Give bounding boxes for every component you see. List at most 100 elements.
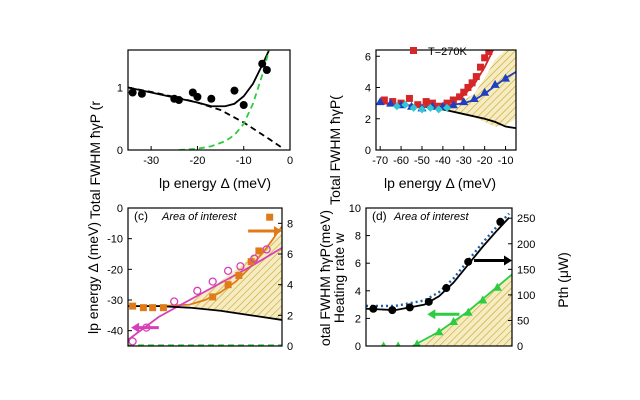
panel-b-xtick-label-3: -40 — [435, 155, 451, 167]
panel-d-ytick-label-0: 0 — [355, 341, 361, 353]
panel-b-series-0-point-0 — [380, 96, 388, 104]
panel-b-legend-marker — [410, 47, 417, 54]
panel-d-ytick-label-4: 8 — [355, 231, 361, 243]
panel-b-series-0-point-16 — [481, 54, 489, 62]
panel-c-marks — [128, 213, 282, 346]
panel-a-ytick-label-0: 0 — [117, 145, 123, 157]
panel-c-annotation: Area of interest — [161, 211, 238, 223]
panel-c-arrow-0-head — [131, 322, 140, 333]
panel-d-series-1-point-6 — [478, 295, 488, 304]
panel-a-series-1-line — [128, 50, 270, 108]
panel-c-plot-area: 0 -10 -20 -30 -40 0 2 4 6 8 — [107, 203, 293, 353]
panel-b-series-2-point-0 — [392, 102, 401, 111]
panel-a-series-0-point-8 — [239, 101, 248, 109]
panel-c-series-1-point-3 — [193, 286, 202, 295]
panel-c-y2tick-label-1: 2 — [287, 310, 293, 322]
panel-a-series-2-line — [128, 86, 282, 148]
panel-b-series-0-point-9 — [449, 96, 457, 104]
panel-a-series-0-point-1 — [137, 89, 146, 98]
panel-d-series-1-point-4 — [449, 316, 459, 325]
panel-d-shaded-region — [417, 274, 512, 346]
panel-b-series-1-point-10 — [480, 87, 490, 96]
panel-c-series-1-point-2 — [170, 297, 179, 306]
panel-b-series-2-point-3 — [417, 105, 426, 114]
panel-a-series-0-point-10 — [262, 66, 271, 74]
panel-b-series-2-point-6 — [443, 103, 452, 112]
panel-c-series-0-point-3 — [159, 304, 167, 312]
panel-c-series-1-point-8 — [262, 245, 271, 254]
panel-a-series-0-point-5 — [193, 92, 202, 101]
panel-b-xtick-label-2: -50 — [414, 155, 430, 167]
panel-c-arrow-1-head — [274, 226, 282, 236]
panel-c-ytick-label-0: 0 — [117, 203, 123, 215]
panel-c-series-0-point-4 — [209, 293, 217, 301]
panel-c-y2tick-label-0: 0 — [287, 341, 293, 353]
panel-c-series-0-point-7 — [247, 258, 255, 266]
panel-b-series-0-point-4 — [414, 101, 422, 109]
panel-c-series-1-point-0 — [128, 337, 137, 346]
panel-d-ylabel: otal FWHM ħγP(meV) — [317, 210, 333, 346]
panel-d-ytick-label-2: 4 — [355, 286, 361, 298]
panel-b: -70 -60 -50 -40 -30 -20 -10 0 2 4 6 Total FWHM ħγP… — [327, 46, 517, 205]
panel-d-series-1-point-1 — [395, 341, 401, 346]
panel-b-xtick-label-6: -10 — [498, 155, 514, 167]
panel-a-ylabel: Total FWHM ħγP (r — [87, 101, 103, 219]
panel-d-ytick-label-5: 10 — [349, 203, 361, 215]
panel-d-y2tick-label-0: 0 — [517, 341, 523, 353]
panel-d-ytick-label-3: 6 — [355, 258, 361, 270]
panel-b-series-2-point-1 — [401, 100, 410, 109]
panel-c-series-0-point-0 — [129, 302, 137, 310]
panel-d-series-0-point-4 — [442, 284, 451, 293]
panel-d-series-1-point-0 — [380, 341, 387, 346]
panel-a-xlabel: lp energy Δ (meV) — [159, 175, 271, 191]
panel-d-series-0-point-1 — [388, 306, 397, 315]
panel-b-series-1-point-0 — [376, 97, 385, 106]
panel-b-ytick-label-3: 6 — [365, 51, 371, 63]
panel-c-series-0-point-6 — [235, 271, 243, 279]
panel-b-legend-label: T=270K — [428, 46, 467, 58]
panel-a-marks — [128, 50, 282, 150]
panel-c-y2tick-label-3: 6 — [287, 249, 293, 261]
panel-a-ytick-label-1: 1 — [117, 83, 123, 95]
panel-d-annotation: Area of interest — [393, 211, 470, 223]
panel-a-xtick-label-3: 0 — [287, 155, 293, 167]
panel-a-series-0-point-7 — [230, 86, 239, 95]
panel-d-arrow-1-head — [427, 309, 436, 320]
panel-c-series-1-point-4 — [208, 277, 217, 286]
panel-b-series-0-point-5 — [422, 98, 430, 106]
panel-a: -30 -20 -10 0 0 1 Total FWHM ħγP (r lp energy… — [87, 49, 293, 219]
panel-b-series-0-point-3 — [405, 94, 413, 102]
panel-d-series-1-point-5 — [463, 307, 473, 316]
panel-a-xtick-label-2: -10 — [236, 155, 252, 167]
panel-b-series-0-point-11 — [460, 88, 468, 96]
panel-b-series-2-point-2 — [409, 103, 418, 112]
panel-d-y2tick-label-4: 200 — [517, 239, 535, 251]
panel-b-series-0-point-12 — [464, 84, 472, 91]
panel-d-frame — [365, 207, 513, 347]
panel-b-series-0-point-10 — [456, 93, 464, 101]
panel-b-series-0-point-17 — [485, 50, 493, 56]
panel-b-xtick-label-4: -30 — [456, 155, 472, 167]
panel-a-series-0-point-9 — [258, 59, 267, 68]
panel-b-ytick-label-1: 2 — [365, 114, 371, 126]
panel-b-frame — [375, 49, 517, 151]
panel-b-marks — [376, 50, 516, 130]
panel-a-xtick-label-0: -30 — [143, 155, 159, 167]
panel-c-series-1-point-6 — [236, 262, 245, 271]
panel-a-frame — [127, 49, 291, 151]
panel-d-series-3-line — [366, 212, 510, 308]
panel-b-series-0-point-15 — [476, 63, 484, 71]
panel-d-y2tick-label-1: 50 — [517, 315, 529, 327]
panel-b-shaded-region — [432, 50, 516, 127]
panel-d-y2tick-label-5: 250 — [517, 213, 535, 225]
panel-b-series-1-point-8 — [459, 97, 469, 106]
panel-c-series-3-line — [128, 247, 282, 341]
panel-c-ytick-label-3: -30 — [107, 295, 123, 307]
panel-b-ylabel: Total FWHM ħγP( — [327, 95, 343, 205]
panel-d-y2label: Pth (μW) — [555, 252, 571, 308]
panel-d-arrow-0-head — [504, 255, 512, 266]
panel-d-letter: (d) — [372, 209, 387, 223]
panel-b-plot-area: -70 -60 -50 -40 -30 -20 -10 0 2 4 6 — [365, 47, 517, 167]
panel-d-series-0-point-3 — [424, 297, 433, 306]
